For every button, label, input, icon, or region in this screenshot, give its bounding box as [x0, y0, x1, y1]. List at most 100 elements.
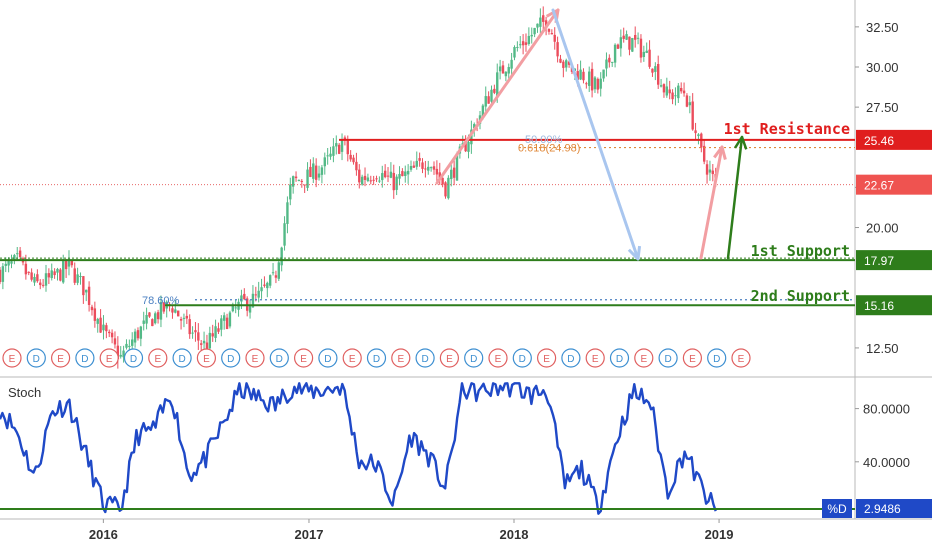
earnings-marker-label: E	[349, 354, 356, 365]
dividend-marker-label: D	[421, 354, 428, 365]
earnings-marker-label: E	[738, 354, 745, 365]
candle-body	[415, 160, 418, 167]
candle-body	[679, 88, 683, 92]
candle-body	[182, 317, 186, 319]
dividend-marker-label: D	[567, 354, 574, 365]
candle-body	[62, 260, 65, 283]
candle-body	[291, 176, 295, 187]
candle-body	[427, 166, 430, 171]
earnings-marker	[488, 348, 508, 368]
price-tick-label: 20.00	[866, 221, 899, 236]
candle-body	[372, 179, 375, 181]
candle-body	[501, 65, 505, 74]
support-2-price-tag-bg	[856, 295, 932, 316]
dividend-marker	[415, 348, 435, 368]
stoch-title: Stoch	[8, 385, 41, 400]
candle-body	[277, 262, 281, 279]
candle-body	[47, 273, 51, 278]
candle-body	[108, 331, 111, 334]
candle-body	[470, 129, 473, 145]
candle-body	[395, 176, 398, 190]
candle-body	[510, 59, 513, 69]
candle-body	[366, 177, 370, 181]
candle-body	[254, 294, 258, 296]
candle-body	[447, 177, 450, 199]
stoch-series-name: %D	[827, 502, 847, 516]
candle-body	[234, 307, 237, 309]
candle-body	[648, 49, 651, 67]
candle-body	[179, 318, 183, 321]
candle-body	[136, 330, 140, 339]
dividend-marker-label: D	[178, 354, 185, 365]
dividend-marker	[26, 348, 46, 368]
time-tick-label: 2018	[500, 527, 529, 542]
candle-body	[228, 312, 232, 327]
candle-body	[266, 282, 269, 289]
candle-body	[533, 27, 536, 35]
earnings-marker	[50, 348, 71, 368]
candle-body	[527, 35, 531, 44]
candle-body	[375, 178, 378, 180]
candle-body	[582, 71, 585, 81]
candle-body	[7, 260, 10, 266]
candle-body	[619, 37, 623, 49]
candle-body	[50, 270, 53, 279]
earnings-marker	[148, 348, 168, 368]
earnings-marker	[731, 348, 751, 368]
candle-body	[251, 293, 255, 308]
candle-body	[654, 66, 657, 72]
candle-body	[668, 89, 671, 94]
candle-body	[268, 275, 272, 286]
dividend-marker-label: D	[130, 354, 137, 365]
candle-body	[708, 169, 712, 173]
candle-body	[300, 180, 303, 182]
candle-body	[639, 38, 643, 58]
candle-body	[588, 71, 591, 86]
candle-body	[674, 95, 677, 97]
candle-body	[87, 286, 91, 306]
candle-body	[294, 176, 298, 179]
candle-body	[360, 176, 364, 185]
dividend-marker	[609, 348, 630, 368]
candle-body	[116, 345, 120, 360]
earnings-marker-label: E	[592, 354, 599, 365]
candle-body	[122, 350, 125, 358]
resistance-price-tag-text: 25.46	[864, 134, 894, 148]
fib-50-label: 50.00%	[525, 134, 563, 146]
support-2-price-tag-text: 15.16	[864, 299, 894, 313]
candle-body	[335, 143, 338, 147]
dividend-marker-label: D	[227, 354, 234, 365]
earnings-marker-label: E	[252, 354, 259, 365]
candle-body	[33, 276, 36, 283]
earnings-marker-label: E	[300, 354, 307, 365]
arrow-bounce-head	[713, 145, 727, 160]
time-tick-label: 2019	[705, 527, 734, 542]
dividend-marker-label: D	[664, 354, 671, 365]
stoch-d-line	[0, 382, 717, 515]
candle-body	[496, 72, 499, 96]
arrow-retrace-head	[627, 245, 642, 261]
price-tick-label: 27.50	[866, 100, 899, 115]
candle-body	[185, 315, 189, 319]
candle-body	[343, 137, 347, 140]
candle-body	[151, 319, 154, 327]
candle-body	[76, 274, 79, 283]
candle-body	[41, 284, 45, 286]
candle-body	[401, 171, 404, 177]
dividend-marker	[366, 348, 387, 368]
candle-body	[274, 275, 278, 278]
time-tick-label: 2016	[89, 527, 118, 542]
candle-body	[64, 260, 68, 270]
dividend-marker	[707, 348, 727, 368]
candle-body	[605, 59, 608, 69]
candle-body	[424, 168, 427, 170]
candle-body	[521, 41, 525, 46]
support-2-label: 2nd Support	[751, 287, 850, 305]
arrow-retrace	[551, 8, 640, 261]
candle-body	[691, 101, 694, 130]
candle-body	[383, 170, 387, 178]
earnings-marker	[391, 348, 411, 368]
candle-body	[711, 170, 715, 175]
